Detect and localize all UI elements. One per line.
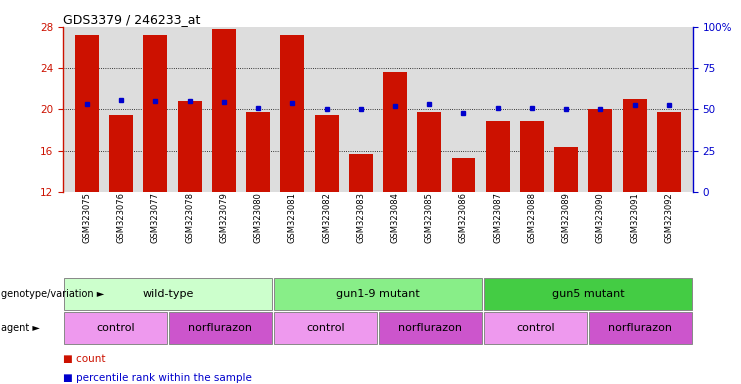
Text: GSM323079: GSM323079 [219,192,228,243]
Text: GSM323092: GSM323092 [665,192,674,243]
Bar [178,101,202,192]
Bar [349,154,373,192]
Bar [280,35,305,192]
Text: GSM323080: GSM323080 [253,192,262,243]
Bar [212,29,236,192]
Text: norflurazon: norflurazon [399,323,462,333]
Text: GSM323091: GSM323091 [630,192,639,243]
Text: GSM323084: GSM323084 [391,192,399,243]
Bar [144,35,167,192]
Text: norflurazon: norflurazon [188,323,253,333]
Text: GSM323082: GSM323082 [322,192,331,243]
Text: ■ percentile rank within the sample: ■ percentile rank within the sample [63,373,252,383]
Bar [657,111,681,192]
Text: agent ►: agent ► [1,323,40,333]
Text: control: control [516,323,555,333]
Text: GSM323083: GSM323083 [356,192,365,243]
Bar [273,278,482,310]
Bar [109,114,133,192]
Text: control: control [306,323,345,333]
Bar [451,158,476,192]
Text: GDS3379 / 246233_at: GDS3379 / 246233_at [63,13,200,26]
Text: norflurazon: norflurazon [608,323,672,333]
Text: GSM323077: GSM323077 [151,192,160,243]
Bar [64,278,272,310]
Bar [383,72,407,192]
Text: gun5 mutant: gun5 mutant [551,289,624,299]
Text: GSM323089: GSM323089 [562,192,571,243]
Bar [64,313,167,344]
Text: GSM323081: GSM323081 [288,192,297,243]
Bar [379,313,482,344]
Text: gun1-9 mutant: gun1-9 mutant [336,289,420,299]
Bar [486,121,510,192]
Text: GSM323087: GSM323087 [494,192,502,243]
Bar [246,111,270,192]
Bar [75,35,99,192]
Text: GSM323085: GSM323085 [425,192,433,243]
Text: GSM323078: GSM323078 [185,192,194,243]
Text: GSM323090: GSM323090 [596,192,605,243]
Bar [484,313,587,344]
Bar [273,313,377,344]
Bar [417,111,441,192]
Text: GSM323075: GSM323075 [82,192,91,243]
Bar [520,121,544,192]
Bar [622,99,647,192]
Text: control: control [96,323,135,333]
Bar [554,147,578,192]
Bar [169,313,272,344]
Text: GSM323088: GSM323088 [528,192,536,243]
Bar [315,114,339,192]
Bar [484,278,692,310]
Text: ■ count: ■ count [63,354,105,364]
Text: GSM323086: GSM323086 [459,192,468,243]
Bar [588,109,612,192]
Text: genotype/variation ►: genotype/variation ► [1,289,104,299]
Bar [588,313,692,344]
Text: GSM323076: GSM323076 [116,192,126,243]
Text: wild-type: wild-type [142,289,193,299]
